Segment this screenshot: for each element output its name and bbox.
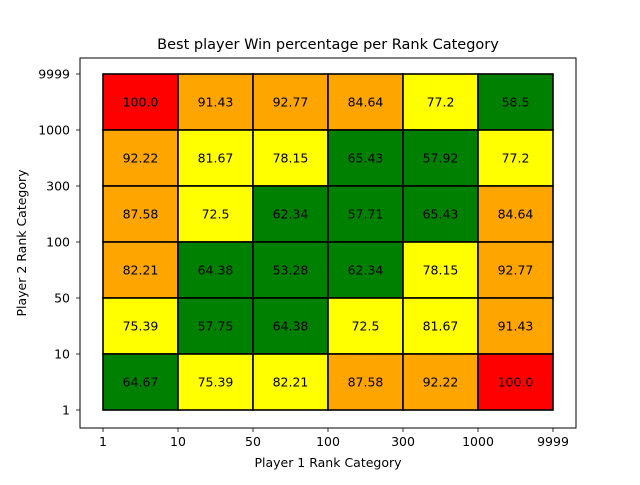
- heatmap-cell: [477, 353, 554, 411]
- cell-value-label: 75.39: [198, 375, 234, 390]
- cell-value-label: 100.0: [498, 375, 534, 390]
- heatmap-cell: [477, 241, 554, 299]
- heatmap-cell: [327, 185, 404, 243]
- heatmap-cell: [327, 297, 404, 355]
- cell-value-label: 92.22: [123, 151, 159, 166]
- cell-value-label: 65.43: [423, 207, 459, 222]
- heatmap-cell: [102, 73, 179, 131]
- y-tick-label: 300: [46, 179, 70, 194]
- cell-value-label: 91.43: [498, 319, 534, 334]
- cell-value-label: 87.58: [348, 375, 384, 390]
- cell-value-label: 57.75: [198, 319, 234, 334]
- x-tick-label: 300: [391, 434, 415, 449]
- cell-value-label: 64.38: [198, 263, 234, 278]
- cell-value-label: 78.15: [273, 151, 309, 166]
- cell-value-label: 82.21: [123, 263, 159, 278]
- cell-value-label: 53.28: [273, 263, 309, 278]
- cell-value-label: 78.15: [423, 263, 459, 278]
- cell-value-label: 92.77: [273, 95, 309, 110]
- heatmap-cell: [477, 297, 554, 355]
- cell-value-label: 75.39: [123, 319, 159, 334]
- cell-value-label: 72.5: [202, 207, 230, 222]
- heatmap-cell: [177, 241, 254, 299]
- cell-value-label: 81.67: [423, 319, 459, 334]
- x-tick-label: 10: [170, 434, 186, 449]
- x-tick-label: 1: [99, 434, 107, 449]
- y-axis-label: Player 2 Rank Category: [14, 169, 29, 317]
- x-tick-label: 9999: [537, 434, 569, 449]
- x-axis-label: Player 1 Rank Category: [254, 455, 402, 470]
- heatmap-cell: [477, 185, 554, 243]
- y-tick-label: 10: [54, 347, 70, 362]
- heatmap-cell: [177, 73, 254, 131]
- y-tick-label: 1000: [38, 123, 70, 138]
- cell-value-label: 81.67: [198, 151, 234, 166]
- cell-value-label: 87.58: [123, 207, 159, 222]
- cell-value-label: 92.22: [423, 375, 459, 390]
- heatmap-cell: [402, 353, 479, 411]
- cell-value-label: 64.67: [123, 375, 159, 390]
- cell-value-label: 92.77: [498, 263, 534, 278]
- cell-value-label: 62.34: [273, 207, 309, 222]
- cell-value-label: 82.21: [273, 375, 309, 390]
- y-tick-label: 50: [54, 291, 70, 306]
- heatmap-cell: [327, 241, 404, 299]
- cell-value-label: 58.5: [502, 95, 530, 110]
- cell-value-label: 62.34: [348, 263, 384, 278]
- cell-value-label: 84.64: [348, 95, 384, 110]
- cell-value-label: 100.0: [123, 95, 159, 110]
- cell-value-label: 57.71: [348, 207, 384, 222]
- heatmap-cell: [477, 73, 554, 131]
- y-tick-label: 100: [46, 235, 70, 250]
- x-axis: 1 10 50 100 300 1000 9999: [99, 428, 569, 449]
- y-tick-label: 9999: [38, 67, 70, 82]
- chart-title: Best player Win percentage per Rank Cate…: [157, 37, 499, 53]
- heatmap-cells: 100.0 91.43 92.77 84.64 77.2 58.5 92.22 81.67 78…: [102, 73, 554, 411]
- heatmap-cell: [402, 185, 479, 243]
- x-tick-label: 100: [316, 434, 340, 449]
- heatmap-cell: [402, 297, 479, 355]
- cell-value-label: 64.38: [273, 319, 309, 334]
- cell-value-label: 91.43: [198, 95, 234, 110]
- y-tick-label: 1: [62, 403, 70, 418]
- heatmap-cell: [102, 241, 179, 299]
- cell-value-label: 65.43: [348, 151, 384, 166]
- heatmap-cell: [177, 129, 254, 187]
- heatmap-cell: [402, 241, 479, 299]
- heatmap-cell: [477, 129, 554, 187]
- cell-value-label: 77.2: [502, 151, 530, 166]
- heatmap-cell: [327, 129, 404, 187]
- heatmap-cell: [252, 241, 329, 299]
- heatmap-cell: [252, 297, 329, 355]
- heatmap-cell: [102, 353, 179, 411]
- y-axis: 1 10 50 100 300 1000 9999: [38, 67, 80, 418]
- cell-value-label: 72.5: [352, 319, 380, 334]
- x-tick-label: 1000: [462, 434, 494, 449]
- heatmap-cell: [327, 353, 404, 411]
- x-tick-label: 50: [245, 434, 261, 449]
- heatmap-cell: [177, 185, 254, 243]
- cell-value-label: 84.64: [498, 207, 534, 222]
- cell-value-label: 57.92: [423, 151, 459, 166]
- cell-value-label: 77.2: [427, 95, 455, 110]
